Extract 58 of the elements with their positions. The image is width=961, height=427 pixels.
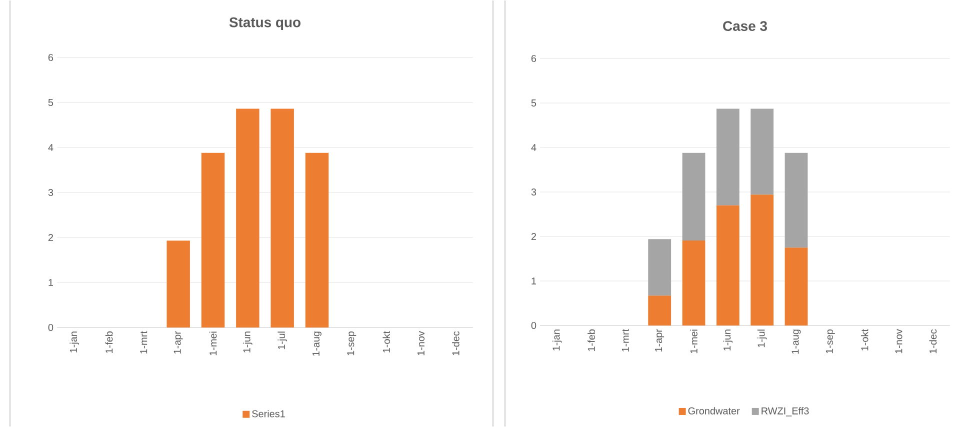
bar [305, 152, 329, 328]
legend-label: RWZI_Eff3 [762, 407, 809, 416]
x-tick-label: 1-apr [655, 329, 664, 352]
legend-label: Series1 [252, 410, 285, 418]
chart-title: Status quo [229, 17, 300, 30]
x-tick-label: 1-mrt [140, 331, 148, 354]
x-tick-label: 1-aug [312, 332, 322, 356]
x-tick-label: 1-jun [723, 330, 733, 350]
x-tick-label: 1-sep [826, 329, 835, 354]
x-tick-label: 1-mei [209, 332, 217, 356]
bar [270, 108, 294, 328]
x-tick-label: 1-jan [70, 332, 79, 352]
x-tick-label: 1-okt [382, 331, 390, 352]
x-tick-label: 1-nov [895, 329, 902, 354]
bar [682, 152, 706, 241]
x-tick-label: 1-mei [690, 330, 698, 354]
y-tick-label: 0 [48, 324, 54, 332]
x-tick-label: 1-nov [418, 331, 424, 356]
y-tick-label: 4 [531, 144, 536, 151]
bar [166, 240, 190, 328]
x-tick-label: 1-dec [929, 329, 937, 354]
bar [236, 108, 260, 328]
y-tick-label: 6 [531, 54, 536, 62]
bar [682, 240, 706, 326]
bar [648, 239, 672, 296]
y-tick-label: 1 [48, 279, 53, 286]
x-tick-label: 1-feb [105, 331, 113, 353]
bar [750, 108, 774, 195]
x-tick-label: 1-mrt [622, 329, 629, 352]
bar [716, 205, 740, 326]
y-tick-label: 5 [48, 99, 54, 106]
bar [750, 194, 774, 326]
bar [201, 152, 225, 328]
x-tick-label: 1-jun [243, 332, 252, 352]
x-tick-label: 1-jul [278, 332, 287, 350]
bar [716, 108, 740, 206]
y-tick-label: 1 [532, 278, 536, 284]
x-tick-label: 1-dec [452, 331, 460, 356]
y-tick-label: 3 [48, 188, 54, 196]
y-tick-label: 4 [48, 144, 54, 151]
x-tick-label: 1-jul [757, 330, 767, 348]
y-tick-label: 3 [531, 188, 536, 196]
x-tick-label: 1-aug [792, 330, 801, 354]
x-tick-label: 1-sep [347, 331, 356, 356]
y-tick-label: 5 [531, 100, 536, 106]
legend-label: Grondwater [688, 407, 740, 414]
y-tick-label: 2 [48, 234, 53, 241]
chart-title: Case 3 [723, 21, 767, 32]
bar [648, 296, 672, 326]
x-tick-label: 1-apr [174, 331, 183, 354]
y-tick-label: 6 [48, 54, 54, 62]
x-tick-label: 1-okt [860, 329, 868, 350]
x-tick-label: 1-feb [588, 329, 595, 351]
y-tick-label: 2 [531, 233, 536, 240]
y-tick-label: 0 [531, 322, 536, 330]
x-tick-label: 1-jan [552, 330, 562, 350]
bar [784, 248, 808, 326]
bar [784, 152, 808, 248]
